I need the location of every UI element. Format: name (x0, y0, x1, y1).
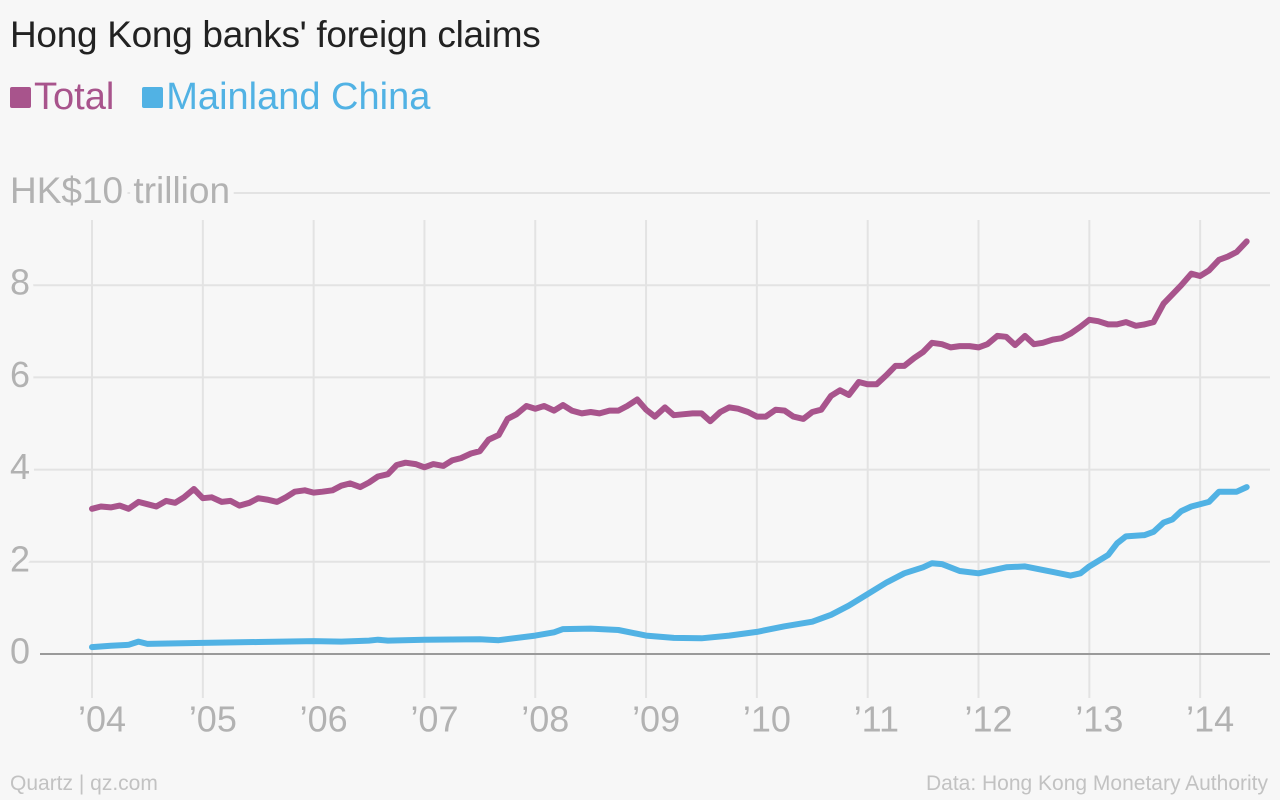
x-tick-label: ’11 (854, 699, 899, 740)
legend-swatch-total (10, 87, 31, 108)
x-tick-label: ’14 (1186, 699, 1234, 740)
footer-source: Data: Hong Kong Monetary Authority (925, 772, 1268, 795)
series-line-total (89, 238, 1250, 512)
x-tick-label: ’09 (632, 699, 680, 740)
x-tick-label: ’10 (743, 699, 791, 740)
x-tick-label: ’06 (300, 699, 348, 740)
x-tick-label: ’13 (1075, 699, 1123, 740)
x-axis-ticks: ’04 ’05 ’06 ’07 ’08 ’09 ’10 ’11 ’12 ’13 ’14 (78, 699, 1234, 740)
y-tick-label: 8 (10, 262, 30, 303)
x-tick-label: ’12 (965, 699, 1013, 740)
legend: Total Mainland China (10, 76, 458, 119)
y-tick-label: 2 (10, 538, 30, 579)
y-tick-label: HK$10 trillion (10, 170, 230, 211)
x-tick-label: ’04 (78, 699, 126, 740)
y-tick-label: 6 (10, 354, 30, 395)
legend-label-mainland-china: Mainland China (166, 76, 431, 118)
series-line-mainland-china (89, 484, 1250, 651)
y-axis-ticks: 0 2 4 6 8 HK$10 trillion (4, 164, 236, 677)
chart-title: Hong Kong banks' foreign claims (10, 14, 541, 55)
legend-item-total: Total (10, 76, 114, 119)
footer-credit: Quartz | qz.com (10, 772, 158, 795)
x-tick-label: ’08 (521, 699, 569, 740)
x-tick-label: ’07 (410, 699, 458, 740)
legend-swatch-mainland-china (142, 87, 164, 108)
grid-layer (10, 192, 1270, 698)
y-tick-label: 0 (10, 631, 30, 672)
series-layer (89, 238, 1250, 651)
y-tick-label: 4 (10, 446, 30, 487)
legend-label-total: Total (34, 76, 115, 118)
x-tick-label: ’05 (189, 699, 237, 740)
legend-item-mainland-china: Mainland China (142, 76, 430, 119)
